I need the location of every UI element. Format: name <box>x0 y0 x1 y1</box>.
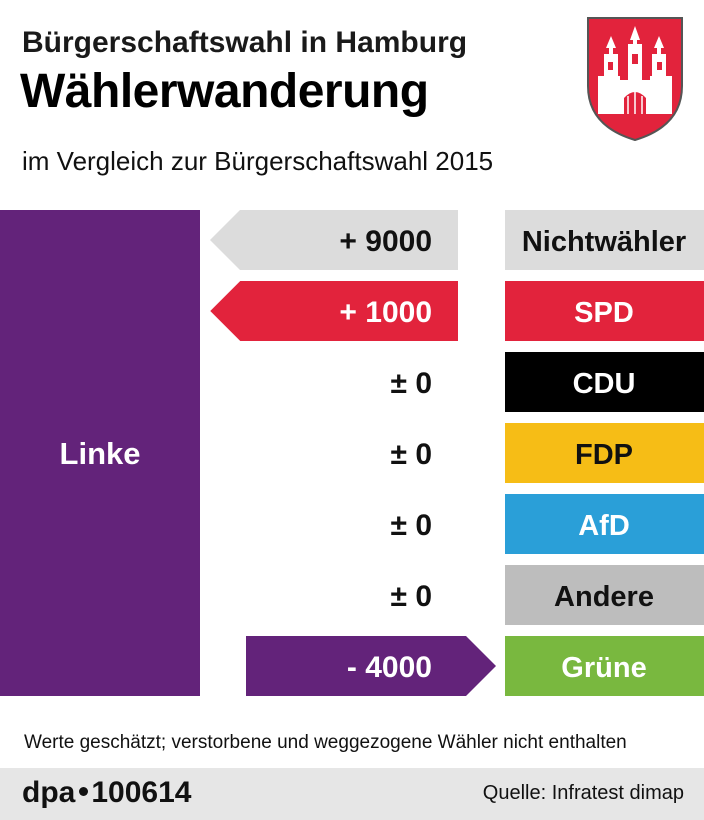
source-party-block <box>0 210 200 696</box>
party-label-0: Nichtwähler <box>522 226 686 258</box>
flow-arrow-6 <box>246 636 496 696</box>
dpa-brand-right: 100614 <box>91 776 192 809</box>
party-box-6 <box>505 636 704 696</box>
party-box-4 <box>505 494 704 554</box>
value-label-2: ± 0 <box>391 367 432 400</box>
party-label-3: FDP <box>575 439 633 471</box>
chart-headline: Wählerwanderung <box>20 65 429 118</box>
party-box-1 <box>505 281 704 341</box>
chart-title: Bürgerschaftswahl in Hamburg <box>22 26 468 59</box>
value-label-1: + 1000 <box>339 296 432 329</box>
flow-arrow-1 <box>210 281 458 341</box>
party-box-3 <box>505 423 704 483</box>
chart-subtitle: im Vergleich zur Bürgerschaftswahl 2015 <box>22 146 494 176</box>
value-label-3: ± 0 <box>391 438 432 471</box>
party-label-1: SPD <box>574 297 634 329</box>
source-text: Quelle: Infratest dimap <box>482 782 684 804</box>
party-box-5 <box>505 565 704 625</box>
hamburg-crest-logo <box>587 17 683 142</box>
source-party-label: Linke <box>60 436 141 471</box>
dpa-brand-left: dpa <box>22 776 76 809</box>
dpa-brand: dpa 100614 <box>22 776 191 810</box>
party-label-6: Grüne <box>561 652 646 684</box>
value-label-4: ± 0 <box>391 509 432 542</box>
party-box-0 <box>505 210 704 270</box>
party-label-5: Andere <box>554 581 654 613</box>
value-label-0: + 9000 <box>339 225 432 258</box>
value-label-5: ± 0 <box>391 580 432 613</box>
footer-bar: dpa 100614 Quelle: Infratest dimap <box>0 768 704 820</box>
party-label-2: CDU <box>573 368 636 400</box>
party-box-2 <box>505 352 704 412</box>
value-label-6: - 4000 <box>347 651 432 684</box>
dpa-dot-icon <box>79 787 89 797</box>
footnote: Werte geschätzt; verstorbene und weggezo… <box>24 732 627 753</box>
party-label-4: AfD <box>578 510 630 542</box>
flow-arrow-0 <box>210 210 458 270</box>
